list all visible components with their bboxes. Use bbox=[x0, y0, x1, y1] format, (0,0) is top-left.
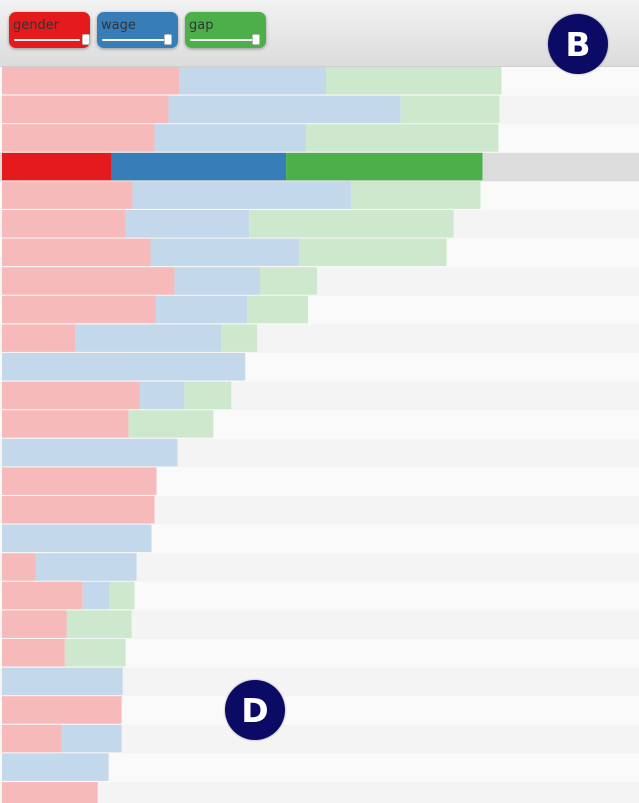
bar-segment-wage[interactable] bbox=[61, 724, 122, 753]
wage-control-label: wage bbox=[101, 18, 136, 33]
bar-segment-gap[interactable] bbox=[350, 181, 481, 209]
gender-slider-thumb[interactable] bbox=[82, 34, 90, 45]
badge-b: B bbox=[548, 14, 608, 74]
bar-segment-gender[interactable] bbox=[2, 181, 133, 209]
bar-segment-wage[interactable] bbox=[139, 381, 185, 410]
gender-slider-track[interactable] bbox=[14, 39, 80, 41]
row-background bbox=[0, 782, 639, 803]
bar-segment-gap[interactable] bbox=[260, 267, 318, 295]
bar-segment-wage[interactable] bbox=[179, 67, 326, 95]
bar-segment-wage[interactable] bbox=[132, 181, 351, 209]
bar-segment-gender[interactable] bbox=[2, 410, 129, 438]
bar-segment-gap[interactable] bbox=[66, 610, 132, 638]
bar-segment-wage[interactable] bbox=[2, 353, 246, 381]
bar-segment-gender[interactable] bbox=[2, 324, 76, 352]
bar-segment-gender[interactable] bbox=[2, 381, 140, 410]
bar-segment-gender[interactable] bbox=[2, 496, 155, 524]
bar-segment-wage[interactable] bbox=[35, 553, 137, 581]
gender-control-label: gender bbox=[13, 18, 60, 33]
bar-segment-gap[interactable] bbox=[286, 152, 483, 181]
bar-segment-wage[interactable] bbox=[82, 581, 110, 610]
gender-weight-control[interactable]: gender bbox=[9, 12, 90, 48]
bar-segment-gap[interactable] bbox=[400, 95, 500, 124]
bar-segment-gap[interactable] bbox=[306, 124, 499, 152]
wage-weight-control[interactable]: wage bbox=[97, 12, 178, 48]
bar-segment-gap[interactable] bbox=[64, 639, 126, 667]
stacked-bar-chart bbox=[0, 67, 639, 803]
bar-segment-wage[interactable] bbox=[155, 295, 248, 324]
bar-segment-wage[interactable] bbox=[150, 238, 300, 267]
bar-segment-wage[interactable] bbox=[2, 753, 109, 781]
bar-segment-gender[interactable] bbox=[2, 639, 65, 667]
bar-segment-wage[interactable] bbox=[154, 124, 307, 152]
bar-segment-gender[interactable] bbox=[2, 467, 157, 495]
bar-segment-gap[interactable] bbox=[221, 324, 258, 352]
bar-segment-gender[interactable] bbox=[2, 95, 169, 124]
bar-segment-gap[interactable] bbox=[249, 210, 454, 238]
bar-segment-gender[interactable] bbox=[2, 152, 112, 181]
bar-segment-gap[interactable] bbox=[128, 410, 214, 438]
bar-segment-gender[interactable] bbox=[2, 124, 155, 152]
bar-segment-gender[interactable] bbox=[2, 295, 156, 324]
bar-segment-wage[interactable] bbox=[2, 667, 123, 696]
bar-segment-wage[interactable] bbox=[168, 95, 401, 124]
bar-segment-gap[interactable] bbox=[299, 238, 447, 267]
gap-slider-track[interactable] bbox=[190, 39, 256, 41]
bar-segment-wage[interactable] bbox=[75, 324, 222, 352]
bar-segment-gender[interactable] bbox=[2, 724, 62, 753]
gap-weight-control[interactable]: gap bbox=[185, 12, 266, 48]
bar-segment-wage[interactable] bbox=[174, 267, 261, 295]
bar-segment-gap[interactable] bbox=[109, 581, 135, 610]
toolbar: gender wage gap bbox=[0, 0, 639, 67]
bar-segment-gender[interactable] bbox=[2, 267, 175, 295]
bar-segment-wage[interactable] bbox=[125, 210, 250, 238]
bar-segment-wage[interactable] bbox=[2, 438, 178, 467]
bar-segment-gender[interactable] bbox=[2, 553, 36, 581]
bar-segment-gender[interactable] bbox=[2, 67, 180, 95]
gap-control-label: gap bbox=[189, 18, 214, 33]
bar-segment-gap[interactable] bbox=[325, 67, 502, 95]
bar-segment-gap[interactable] bbox=[184, 381, 232, 410]
bar-segment-gender[interactable] bbox=[2, 782, 98, 803]
badge-d: D bbox=[225, 680, 285, 740]
bar-segment-gender[interactable] bbox=[2, 238, 151, 267]
wage-slider-track[interactable] bbox=[102, 39, 168, 41]
bar-segment-gap[interactable] bbox=[247, 295, 309, 324]
wage-slider-thumb[interactable] bbox=[164, 34, 172, 45]
bar-segment-wage[interactable] bbox=[111, 152, 287, 181]
bar-segment-gender[interactable] bbox=[2, 581, 83, 610]
bar-segment-gender[interactable] bbox=[2, 610, 67, 638]
bar-segment-gender[interactable] bbox=[2, 210, 126, 238]
bar-segment-wage[interactable] bbox=[2, 524, 152, 553]
bar-segment-gender[interactable] bbox=[2, 696, 122, 724]
gap-slider-thumb[interactable] bbox=[252, 34, 260, 45]
